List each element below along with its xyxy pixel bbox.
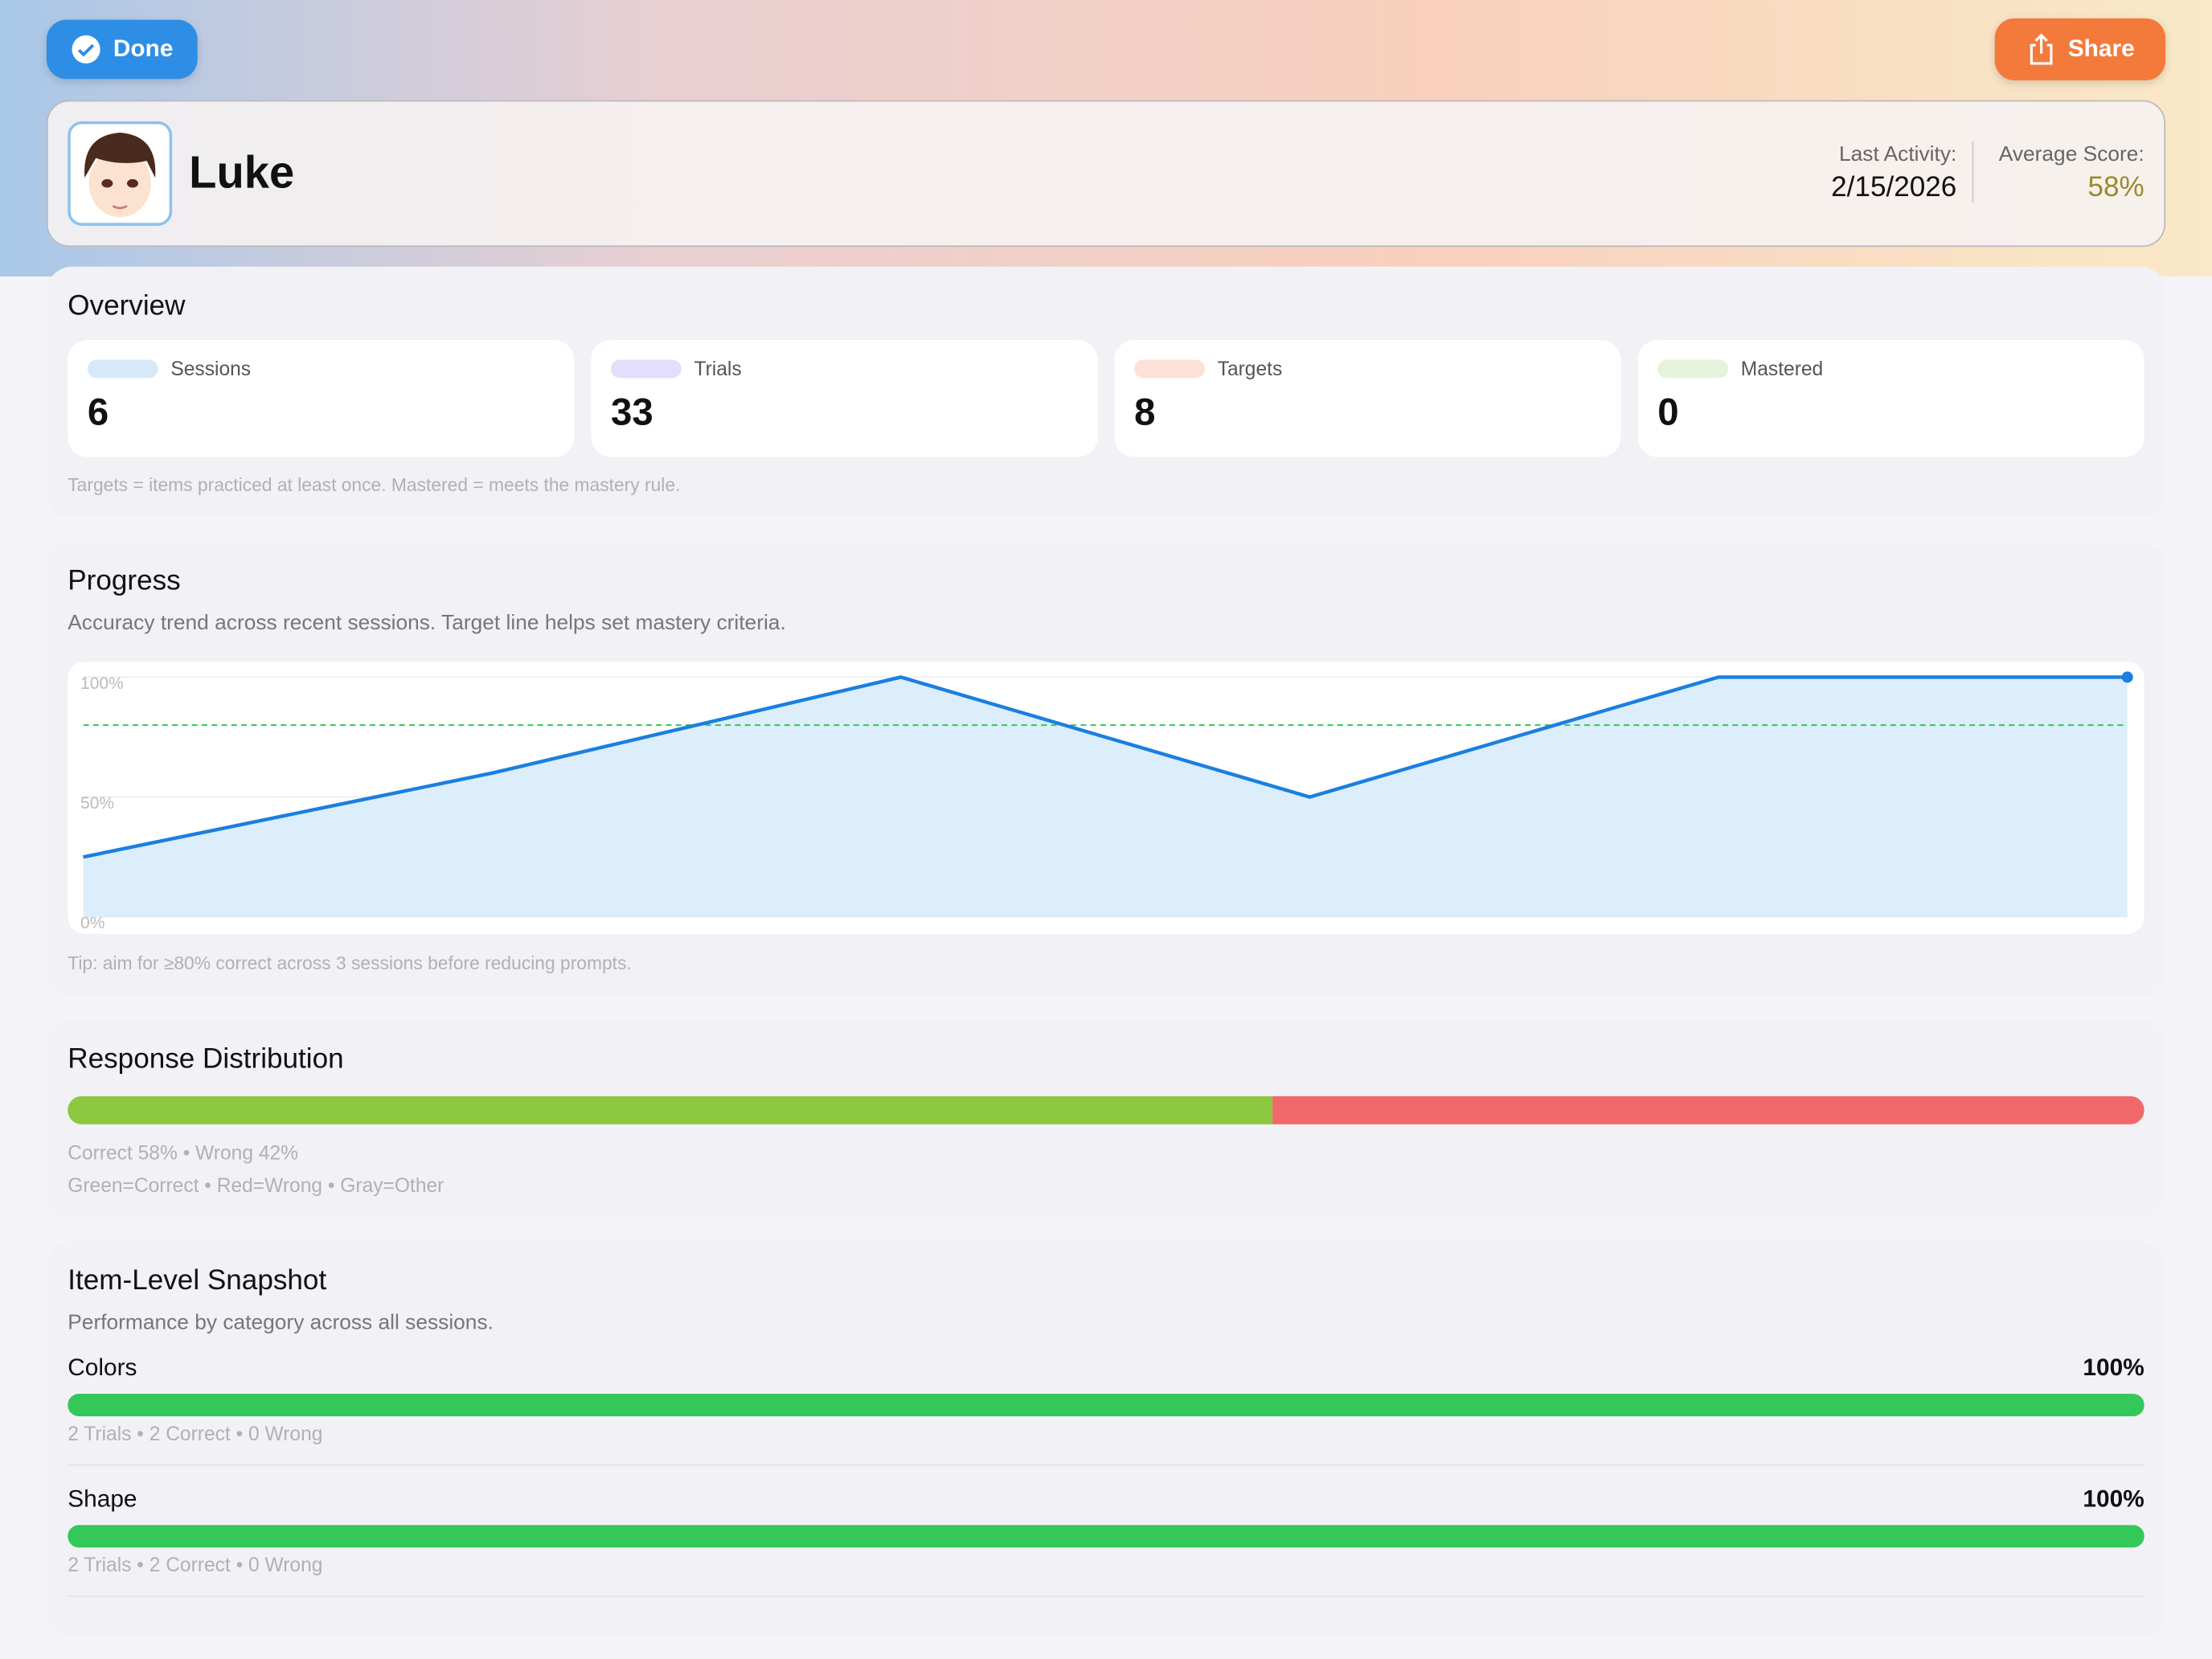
item-bar xyxy=(68,1394,2144,1417)
last-activity-label: Last Activity: xyxy=(1838,142,1957,167)
avatar-image xyxy=(84,132,156,218)
stat-pill xyxy=(1134,359,1205,379)
stat-value: 6 xyxy=(87,391,109,433)
item-percent: 100% xyxy=(2083,1485,2144,1513)
done-label: Done xyxy=(113,35,174,63)
last-activity-value: 2/15/2026 xyxy=(1831,172,1957,203)
distribution-bar xyxy=(68,1096,2144,1124)
divider xyxy=(1972,141,1974,203)
section-subtitle: Accuracy trend across recent sessions. T… xyxy=(68,610,786,635)
average-score-label: Average Score: xyxy=(1998,142,2144,167)
stat-label: Sessions xyxy=(170,357,252,380)
stat-pill xyxy=(610,359,682,379)
last-point xyxy=(2121,671,2133,683)
y-tick-label: 50% xyxy=(80,794,114,813)
item-divider xyxy=(68,1464,2144,1466)
distribution-card: Response Distribution Correct 58% • Wron… xyxy=(46,1019,2166,1218)
share-label: Share xyxy=(2067,35,2135,63)
section-title: Overview xyxy=(68,290,186,322)
check-icon xyxy=(72,35,101,63)
chart: 0% 50% 100% xyxy=(80,671,2133,932)
stat-value: 33 xyxy=(610,391,653,433)
item-name: Shape xyxy=(68,1485,137,1513)
stat-value: 8 xyxy=(1134,391,1156,433)
area xyxy=(83,677,2128,917)
overview-card: Overview Sessions 6 Trials 33 Targets 8 Master… xyxy=(46,266,2166,518)
stat-card: Trials 33 xyxy=(591,339,1098,457)
stat-value: 0 xyxy=(1657,391,1679,433)
item-divider xyxy=(68,1596,2144,1597)
item-detail: 2 Trials • 2 Correct • 0 Wrong xyxy=(68,1422,323,1445)
avatar xyxy=(68,121,173,226)
section-title: Response Distribution xyxy=(68,1043,344,1075)
student-header: Luke Last Activity: 2/15/2026 Average Sc… xyxy=(46,100,2166,248)
item-track xyxy=(68,1525,2144,1548)
stat-card: Sessions 6 xyxy=(68,339,575,457)
item-percent: 100% xyxy=(2083,1354,2144,1382)
overview-note: Targets = items practiced at least once.… xyxy=(68,473,681,496)
progress-card: Progress Accuracy trend across recent se… xyxy=(46,541,2166,997)
average-score-value: 58% xyxy=(2087,172,2144,203)
stat-label: Mastered xyxy=(1740,357,1824,380)
item-bar xyxy=(68,1525,2144,1548)
item-detail: 2 Trials • 2 Correct • 0 Wrong xyxy=(68,1553,323,1576)
stat-label: Targets xyxy=(1217,357,1283,380)
section-title: Progress xyxy=(68,565,181,597)
item-name: Colors xyxy=(68,1354,137,1382)
stat-label: Trials xyxy=(694,357,742,380)
student-name: Luke xyxy=(189,146,295,198)
stat-pill xyxy=(1657,359,1728,379)
line xyxy=(83,675,2128,859)
distribution-segment xyxy=(68,1096,1272,1124)
progress-tip: Tip: aim for ≥80% correct across 3 sessi… xyxy=(68,952,632,974)
distribution-segment xyxy=(1272,1096,2144,1124)
y-tick-label: 100% xyxy=(80,674,124,693)
distribution-legend: Green=Correct • Red=Wrong • Gray=Other xyxy=(68,1174,444,1197)
y-tick-label: 0% xyxy=(80,914,104,932)
share-button[interactable]: Share xyxy=(1994,18,2166,81)
section-title: Item-Level Snapshot xyxy=(68,1265,327,1296)
stat-card: Mastered 0 xyxy=(1637,339,2144,457)
share-icon xyxy=(2030,33,2053,65)
done-button[interactable]: Done xyxy=(46,19,198,80)
stat-pill xyxy=(87,359,158,379)
items-card: Item-Level Snapshot Performance by categ… xyxy=(46,1241,2166,1636)
chart-box: 0% 50% 100% xyxy=(68,662,2144,934)
section-subtitle: Performance by category across all sessi… xyxy=(68,1310,494,1335)
distribution-summary: Correct 58% • Wrong 42% xyxy=(68,1141,299,1164)
item-track xyxy=(68,1394,2144,1417)
stat-card: Targets 8 xyxy=(1114,339,1621,457)
